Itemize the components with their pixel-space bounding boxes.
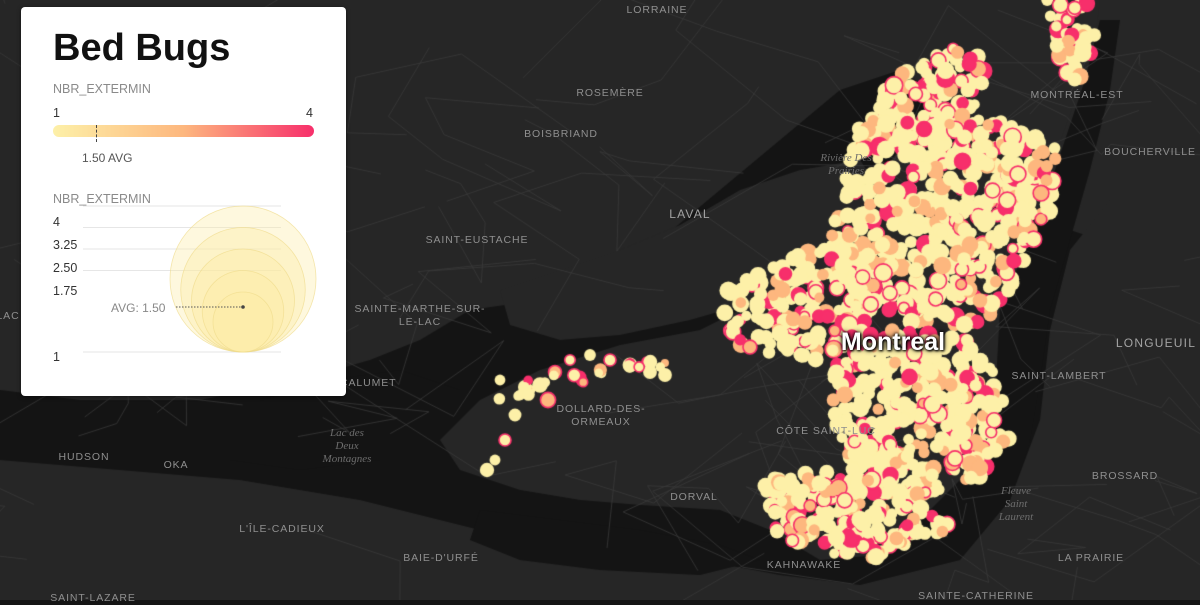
place-label: L'ÎLE-CADIEUX xyxy=(239,523,325,535)
size-label-3-25: 3.25 xyxy=(53,238,78,252)
place-label: SAINT-LAZARE xyxy=(50,592,136,604)
place-label: BROSSARD xyxy=(1091,470,1159,482)
size-label-1-75: 1.75 xyxy=(53,284,78,298)
place-label: LAC xyxy=(0,310,20,322)
place-label: LAVAL xyxy=(669,207,711,221)
color-scale-field: NBR_EXTERMIN xyxy=(53,82,151,96)
place-label: MONTRÉAL-EST xyxy=(1030,89,1124,101)
size-label-2-50: 2.50 xyxy=(53,261,78,275)
size-avg-dot xyxy=(241,305,245,309)
color-avg-label: 1.50 AVG xyxy=(82,151,133,165)
city-label-montreal: Montreal xyxy=(840,328,946,356)
legend-panel: Bed Bugs NBR_EXTERMIN 1 4 1.50 AVG NBR_E… xyxy=(21,7,346,396)
place-label: OKA xyxy=(163,459,189,471)
place-label: DOLLARD-DES- ORMEAUX xyxy=(556,403,646,428)
water-label: Rivière Des Prairies xyxy=(820,152,872,177)
water-label: Lac des Deux Montagnes xyxy=(322,427,372,465)
color-scale-min: 1 xyxy=(53,106,60,120)
place-label: LONGUEUIL xyxy=(1115,336,1197,350)
place-label: DORVAL xyxy=(670,491,718,503)
place-label: CÔTE SAINT-LUC xyxy=(776,425,876,437)
place-label: LA PRAIRIE xyxy=(1057,552,1125,564)
place-label: SAINT-EUSTACHE xyxy=(425,234,529,246)
color-scale-max: 4 xyxy=(306,106,313,120)
size-scale-field: NBR_EXTERMIN xyxy=(53,192,151,206)
place-label: KAHNAWAKE xyxy=(766,559,842,571)
place-label: -CALUMET xyxy=(335,377,397,389)
legend-title: Bed Bugs xyxy=(53,27,231,69)
place-label: SAINTE-MARTHE-SUR- LE-LAC xyxy=(354,303,486,328)
place-label: BOUCHERVILLE xyxy=(1104,146,1196,158)
size-label-1: 1 xyxy=(53,350,60,364)
size-circle xyxy=(212,291,274,353)
place-label: BAIE-D'URFÉ xyxy=(403,552,479,564)
size-legend-graphic xyxy=(83,205,317,353)
place-label: ROSEMÈRE xyxy=(576,87,644,99)
place-label: HUDSON xyxy=(58,451,110,463)
color-avg-tick xyxy=(96,125,97,142)
color-ramp xyxy=(53,125,314,137)
size-label-4: 4 xyxy=(53,215,60,229)
place-label: SAINT-LAMBERT xyxy=(1011,370,1107,382)
place-label: LORRAINE xyxy=(626,4,688,16)
water-label: Fleuve Saint Laurent xyxy=(998,485,1034,523)
size-avg-label: AVG: 1.50 xyxy=(111,301,166,315)
place-label: SAINTE-CATHERINE xyxy=(918,590,1034,602)
place-label: BOISBRIAND xyxy=(524,128,598,140)
